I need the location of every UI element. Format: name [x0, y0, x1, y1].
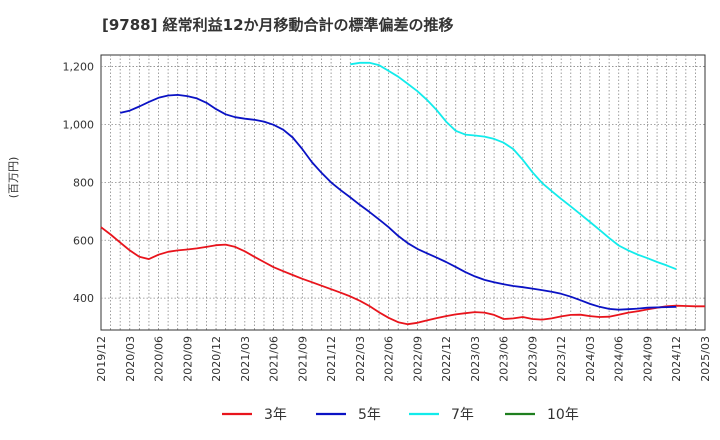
x-tick-label: 2021/12: [325, 336, 338, 382]
x-tick-label: 2020/03: [124, 336, 137, 382]
series-layer: [100, 61, 705, 326]
series-line-2: [350, 61, 677, 271]
x-tick-label: 2020/09: [181, 336, 194, 382]
x-tick-label: 2023/06: [498, 336, 511, 382]
chart-title: [9788] 経常利益12か月移動合計の標準偏差の推移: [102, 16, 454, 34]
y-axis-label: (百万円): [7, 157, 20, 199]
x-tick-label: 2022/06: [383, 336, 396, 382]
x-tick-label: 2023/12: [555, 336, 568, 382]
x-tick-label: 2025/03: [699, 336, 712, 382]
series-line-0: [100, 226, 705, 326]
legend-label: 5年: [358, 407, 381, 423]
y-tick-label: 600: [73, 234, 94, 247]
x-tick-label: 2024/03: [584, 336, 597, 382]
x-tick-label: 2024/09: [641, 336, 654, 382]
axis-layer: 400 600 800 1,000 1,200 2019/12 2020/03 2020/06…: [7, 61, 712, 382]
x-tick-label: 2024/12: [670, 336, 683, 382]
legend: 3年 5年 7年 10年: [222, 407, 579, 423]
y-tick-label: 400: [73, 292, 94, 305]
x-tick-label: 2022/03: [354, 336, 367, 382]
legend-label: 3年: [264, 407, 287, 423]
legend-label: 7年: [451, 407, 474, 423]
y-tick-label: 1,200: [63, 61, 95, 74]
series-line-1: [119, 94, 677, 311]
x-tick-label: 2022/12: [440, 336, 453, 382]
y-tick-label: 1,000: [63, 118, 95, 131]
y-tick-label: 800: [73, 176, 94, 189]
x-tick-label: 2024/06: [613, 336, 626, 382]
x-tick-label: 2020/12: [210, 336, 223, 382]
x-tick-label: 2020/06: [153, 336, 166, 382]
x-tick-label: 2019/12: [95, 336, 108, 382]
legend-label: 10年: [547, 407, 579, 423]
x-tick-label: 2023/09: [526, 336, 539, 382]
x-tick-label: 2021/03: [239, 336, 252, 382]
x-tick-label: 2021/06: [268, 336, 281, 382]
grid-layer: [101, 55, 705, 330]
x-tick-label: 2023/03: [469, 336, 482, 382]
x-tick-label: 2021/09: [296, 336, 309, 382]
x-tick-label: 2022/09: [411, 336, 424, 382]
